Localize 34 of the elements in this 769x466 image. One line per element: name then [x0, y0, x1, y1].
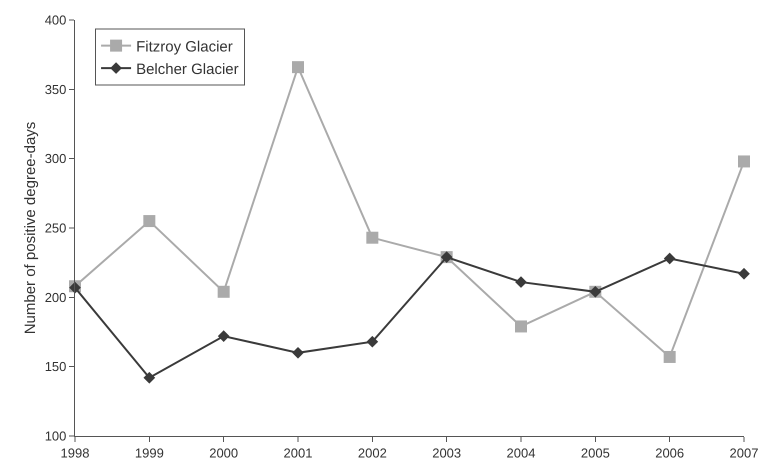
point	[515, 320, 527, 332]
x-tick-label: 2002	[358, 446, 387, 461]
point	[218, 286, 230, 298]
point	[292, 346, 304, 359]
legend-label: Belcher Glacier	[136, 60, 239, 78]
point	[366, 232, 378, 244]
x-tick-label: 2005	[580, 446, 610, 461]
point	[292, 61, 304, 74]
point	[738, 155, 750, 168]
point	[515, 276, 527, 288]
y-tick-label: 350	[44, 82, 66, 97]
point	[218, 330, 230, 342]
y-tick-label: 300	[44, 151, 66, 166]
y-tick-label: 150	[44, 359, 66, 374]
legend-label: Fitzroy Glacier	[136, 38, 233, 56]
point	[664, 350, 676, 363]
x-tick-label: 2003	[432, 446, 462, 461]
point	[738, 268, 750, 280]
x-tick-label: 2004	[506, 446, 536, 461]
x-tick-label: 1998	[60, 446, 90, 461]
y-tick-label: 400	[44, 12, 66, 28]
x-tick-label: 2007	[730, 446, 758, 461]
point	[143, 372, 156, 384]
x-tick-label: 2006	[655, 446, 684, 461]
point	[366, 336, 378, 348]
y-tick-label: 100	[44, 428, 66, 444]
y-tick-label: 250	[44, 220, 66, 236]
point	[143, 215, 156, 228]
point	[664, 252, 676, 264]
x-tick-label: 2000	[209, 446, 238, 461]
x-tick-label: 2001	[284, 446, 312, 461]
x-tick-label: 1999	[134, 446, 164, 461]
y-tick-label: 200	[44, 290, 66, 305]
y-axis-title: Number of positive degree-days	[22, 122, 39, 334]
